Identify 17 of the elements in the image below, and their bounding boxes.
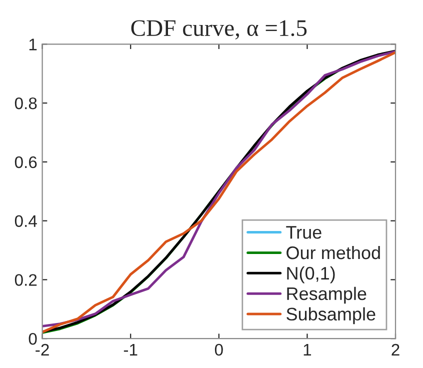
x-tick-label: 0 [214,344,223,356]
legend-label: Subsample [286,307,376,324]
x-tick-label: 1 [304,344,312,356]
y-tick-label: 0.6 [14,156,37,168]
x-tick-label: -1 [124,344,138,356]
legend-label: Resample [287,286,366,304]
y-tick-label: 0.4 [14,215,37,228]
y-tick-label: 0 [28,332,37,345]
legend-label: True [286,226,322,239]
legend-label: Our method [286,246,380,260]
legend-label: N(0,1) [287,266,335,284]
x-tick-label: -2 [36,344,49,356]
x-tick-label: 2 [392,344,400,356]
y-tick-label: 1 [29,38,37,50]
chart-title: CDF curve, α =1.5 [131,20,307,40]
y-tick-label: 0.2 [14,274,37,286]
y-tick-label: 0.8 [14,97,37,110]
